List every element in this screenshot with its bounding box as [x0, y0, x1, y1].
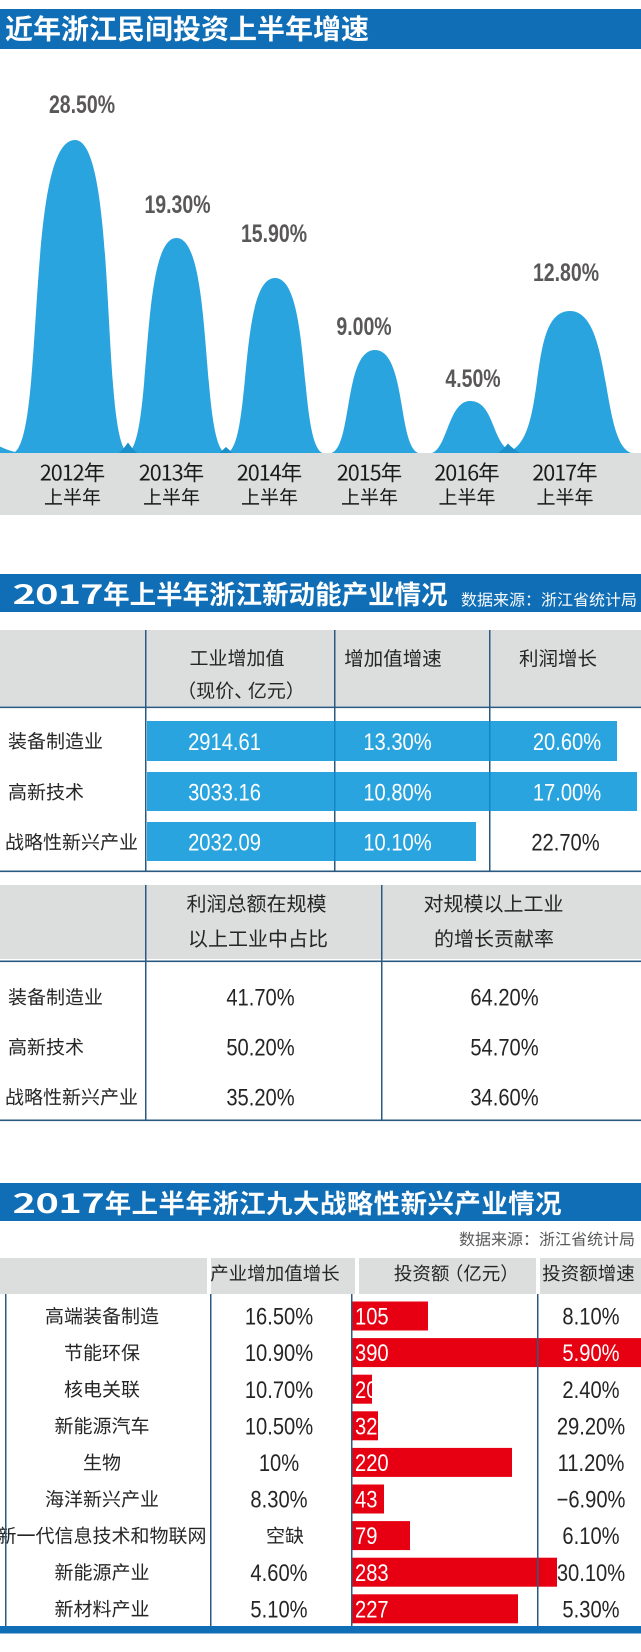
svg-text:9.00%: 9.00% — [336, 313, 391, 341]
svg-text:35.20%: 35.20% — [226, 1084, 294, 1111]
svg-text:13.30%: 13.30% — [363, 728, 431, 755]
svg-text:−6.90%: −6.90% — [557, 1486, 626, 1513]
svg-text:29.20%: 29.20% — [557, 1413, 625, 1440]
svg-text:6.10%: 6.10% — [562, 1523, 619, 1550]
svg-text:2914.61: 2914.61 — [188, 728, 261, 755]
svg-text:17.00%: 17.00% — [533, 779, 601, 806]
svg-text:20.60%: 20.60% — [533, 728, 601, 755]
svg-text:10.50%: 10.50% — [245, 1413, 313, 1440]
svg-text:11.20%: 11.20% — [558, 1449, 625, 1476]
svg-text:28.50%: 28.50% — [49, 91, 115, 119]
svg-text:4.50%: 4.50% — [445, 365, 500, 393]
svg-text:32: 32 — [355, 1413, 377, 1440]
svg-text:4.60%: 4.60% — [250, 1559, 307, 1586]
svg-text:220: 220 — [355, 1449, 389, 1476]
svg-text:41.70%: 41.70% — [226, 984, 294, 1011]
svg-text:105: 105 — [355, 1303, 389, 1330]
svg-text:5.30%: 5.30% — [562, 1596, 619, 1623]
svg-text:10.80%: 10.80% — [363, 779, 431, 806]
svg-text:15.90%: 15.90% — [241, 220, 307, 248]
svg-text:10%: 10% — [259, 1449, 299, 1476]
svg-text:54.70%: 54.70% — [470, 1034, 538, 1061]
svg-text:283: 283 — [355, 1559, 389, 1586]
svg-text:227: 227 — [355, 1596, 389, 1623]
svg-text:16.50%: 16.50% — [245, 1303, 313, 1330]
svg-text:5.90%: 5.90% — [562, 1340, 619, 1367]
svg-text:2.40%: 2.40% — [562, 1376, 619, 1403]
svg-text:10.70%: 10.70% — [245, 1376, 313, 1403]
svg-text:5.10%: 5.10% — [250, 1596, 307, 1623]
svg-text:8.30%: 8.30% — [250, 1486, 307, 1513]
svg-text:43: 43 — [355, 1486, 377, 1513]
svg-text:390: 390 — [355, 1340, 389, 1367]
svg-text:34.60%: 34.60% — [470, 1084, 538, 1111]
svg-text:12.80%: 12.80% — [533, 259, 599, 287]
svg-text:64.20%: 64.20% — [470, 984, 538, 1011]
svg-text:10.10%: 10.10% — [363, 829, 431, 856]
svg-text:3033.16: 3033.16 — [188, 779, 261, 806]
svg-text:10.90%: 10.90% — [245, 1340, 313, 1367]
svg-text:20: 20 — [355, 1376, 377, 1403]
svg-text:8.10%: 8.10% — [562, 1303, 619, 1330]
svg-text:22.70%: 22.70% — [531, 829, 599, 856]
svg-text:2032.09: 2032.09 — [188, 829, 261, 856]
svg-text:50.20%: 50.20% — [226, 1034, 294, 1061]
svg-text:30.10%: 30.10% — [557, 1559, 625, 1586]
svg-text:19.30%: 19.30% — [144, 191, 210, 219]
svg-text:79: 79 — [355, 1523, 377, 1550]
